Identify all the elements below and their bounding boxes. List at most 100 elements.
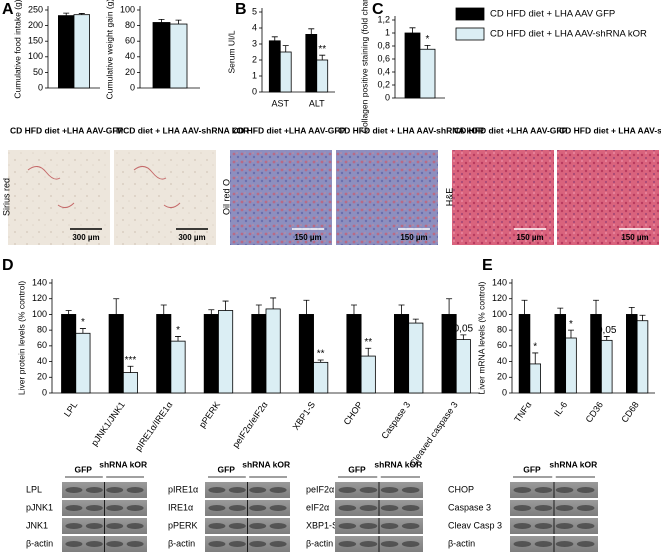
scale-label: 150 µm [621,233,648,242]
blot-label: eIF2α [306,502,329,512]
significance: * [81,317,85,328]
blot-band [228,541,246,547]
bar [152,22,171,89]
error-bar [567,329,574,338]
blot-band [208,505,226,511]
y-tick-label: 60 [497,340,507,350]
blot-band [65,523,83,529]
bar [600,339,613,394]
bar [298,314,314,394]
blot-label: β-actin [448,538,475,548]
error-bar [521,299,528,315]
image-caption: MCD diet + LHA AAV-shRNA kOR [116,125,249,135]
blot-band [126,487,144,493]
x-tick-label: XBP1-S [291,400,318,432]
y-tick-label: 40 [125,51,135,61]
blot-band [555,523,574,529]
x-tick-label: peIF2α/eIF2α [230,400,269,450]
blot-band [65,541,83,547]
blot-band [126,505,144,511]
x-tick-label: pJNK1/JNK1 [89,400,127,448]
blot-header: shRNA kOR [549,459,597,469]
blot-band [106,487,124,493]
blot-band [534,523,553,529]
y-tick-label: 40 [37,356,47,366]
bar [108,314,124,394]
significance: *** [125,355,137,366]
blot-band [126,523,144,529]
y-tick-label: 0,8 [377,40,390,50]
blot-band [208,523,226,529]
blot-band [513,541,532,547]
tissue-streak [27,166,75,209]
bar [626,314,638,394]
bar [169,23,188,89]
error-bar [282,45,289,52]
blot-label: LPL [26,484,42,494]
significance: ** [317,349,325,360]
significance: * [176,325,180,336]
image-caption: CD HFD diet + LHA AAV-shRNA kOR [338,125,484,135]
scale-label: 150 µm [294,233,321,242]
y-tick-label: 150 [28,36,43,46]
blot-label: IRE1α [168,502,193,512]
error-bar [271,36,278,41]
blot-band [338,523,357,529]
error-bar [409,27,416,33]
error-bar [460,334,467,340]
error-bar [175,19,182,25]
x-tick-label: CD68 [619,400,640,425]
bar [408,322,424,394]
bar [313,361,329,394]
x-tick-label: ALT [309,98,325,108]
blot-header: GFP [218,464,236,474]
blot-band [359,505,378,511]
stain-label: H&E [444,188,454,207]
significance: 0,05 [454,323,474,334]
y-tick-label: 100 [492,309,507,319]
blot-band [380,541,399,547]
blot-label: pPERK [168,520,198,530]
significance: * [569,319,573,330]
blot-band [228,505,246,511]
x-tick-label: AST [271,98,289,108]
blot-band [576,505,595,511]
y-axis-title: Cumulative weight gain (g) [104,0,114,99]
error-bar [65,310,72,315]
scale-label: 150 µm [516,233,543,242]
blot-band [65,487,83,493]
blot-band [338,541,357,547]
y-tick-label: 120 [492,293,507,303]
error-bar [628,306,635,315]
y-tick-label: 80 [497,325,507,335]
y-axis-title: Liver mRNA levels (% control) [476,281,486,394]
error-bar [208,309,215,315]
y-axis-title: Liver protein levels (% control) [16,281,26,395]
error-bar [303,299,310,315]
significance: 0,05 [597,325,617,336]
blot-band [534,505,553,511]
bar [360,355,376,394]
blot-band [208,487,226,493]
error-bar [532,352,539,364]
blot-band [126,541,144,547]
scale-label: 300 µm [178,233,205,242]
y-tick-label: 1 [252,70,257,80]
blot-label: JNK1 [26,520,48,530]
blot-label: β-actin [26,538,53,548]
blot-band [401,505,420,511]
error-bar [603,336,610,341]
error-bar [639,314,646,321]
blot-band [555,505,574,511]
bar [265,308,281,394]
y-tick-label: 0 [252,86,257,96]
blot-label: pJNK1 [26,502,53,512]
blot-band [269,505,287,511]
panel-label: A [2,1,14,18]
error-bar [350,304,357,315]
error-bar [78,13,85,15]
bar [279,51,292,93]
stain-label: Oil red O [221,179,231,215]
bar [73,14,91,89]
